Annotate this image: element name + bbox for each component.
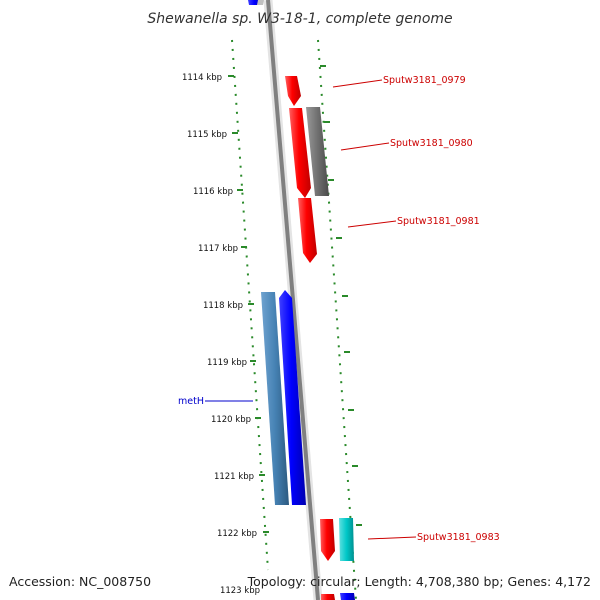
gene-grey-feature[interactable] xyxy=(306,107,329,196)
tick-label: 1122 kbp xyxy=(217,529,257,539)
gene-feature-top-grey xyxy=(257,0,264,5)
tick-label: 1119 kbp xyxy=(207,358,247,368)
label-connector xyxy=(347,220,397,228)
label-connector xyxy=(340,142,390,151)
label-connector xyxy=(332,79,383,88)
label-connector xyxy=(367,536,417,540)
tick-label: 1115 kbp xyxy=(187,130,227,140)
tick-label: 1120 kbp xyxy=(211,415,251,425)
accession-text: Accession: NC_008750 xyxy=(9,574,151,589)
gene-feature-bottom-blue[interactable] xyxy=(340,593,355,600)
scale-ring-right xyxy=(317,39,357,600)
gene-label-sputw3181-0980[interactable]: Sputw3181_0980 xyxy=(390,138,473,149)
gene-sputw3181-0979[interactable] xyxy=(285,76,301,106)
gene-feature-bottom-red[interactable] xyxy=(321,594,335,600)
tick-label: 1118 kbp xyxy=(203,301,243,311)
scale-ticks: 1114 kbp 1115 kbp 1116 kbp 1117 kbp 1118… xyxy=(182,73,269,596)
gene-cyan-feature[interactable] xyxy=(339,518,354,561)
gene-sputw3181-0980[interactable] xyxy=(289,108,311,198)
gene-label-sputw3181-0981[interactable]: Sputw3181_0981 xyxy=(397,216,480,227)
genome-summary-text: Topology: circular; Length: 4,708,380 bp… xyxy=(247,574,591,589)
gene-label-sputw3181-0979[interactable]: Sputw3181_0979 xyxy=(383,75,466,86)
scale-ticks-right xyxy=(320,65,362,526)
tick-label: 1114 kbp xyxy=(182,73,222,83)
tick-label: 1123 kbp xyxy=(220,586,260,596)
scale-ring-left xyxy=(231,39,269,571)
gene-label-meth[interactable]: metH xyxy=(178,396,204,407)
gene-meth[interactable] xyxy=(279,290,306,505)
genome-backbone xyxy=(266,0,320,600)
gene-steelblue-feature[interactable] xyxy=(261,292,289,505)
tick-label: 1117 kbp xyxy=(198,244,238,254)
gene-sputw3181-0981[interactable] xyxy=(298,198,317,263)
gene-label-sputw3181-0983[interactable]: Sputw3181_0983 xyxy=(417,532,500,543)
tick-label: 1116 kbp xyxy=(193,187,233,197)
gene-sputw3181-0983[interactable] xyxy=(320,519,335,561)
tick-label: 1121 kbp xyxy=(214,472,254,482)
map-title: Shewanella sp. W3-18-1, complete genome xyxy=(147,11,452,27)
